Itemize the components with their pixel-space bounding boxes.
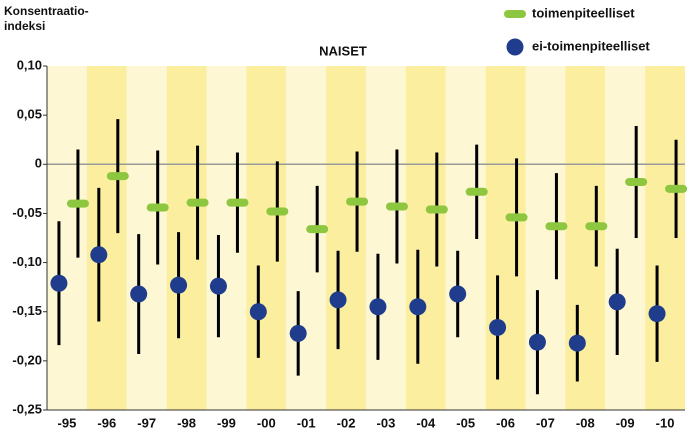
band — [445, 66, 486, 410]
x-tick-label: -99 — [217, 415, 236, 430]
y-tick-label: -0,25 — [12, 401, 42, 416]
point — [409, 298, 427, 316]
band — [405, 66, 446, 410]
x-tick-label: -08 — [576, 415, 595, 430]
point — [209, 277, 227, 295]
y-tick-label: 0,05 — [17, 107, 42, 122]
point — [50, 274, 68, 292]
x-tick-label: -02 — [337, 415, 356, 430]
point — [449, 285, 467, 303]
y-tick-label: -0,20 — [12, 352, 42, 367]
band — [166, 66, 207, 410]
band — [47, 66, 87, 410]
band — [246, 66, 287, 410]
band — [605, 66, 646, 410]
point — [608, 293, 626, 311]
legend-label: ei-toimenpiteelliset — [532, 38, 650, 53]
band — [206, 66, 247, 410]
point — [568, 334, 586, 352]
point — [90, 246, 108, 264]
y-tick-label: 0 — [35, 156, 42, 171]
legend-marker — [506, 38, 524, 56]
x-tick-label: -03 — [377, 415, 396, 430]
band — [565, 66, 606, 410]
point — [289, 324, 307, 342]
point — [369, 298, 387, 316]
band — [126, 66, 167, 410]
x-tick-label: -04 — [416, 415, 436, 430]
band — [366, 66, 406, 410]
x-tick-label: -98 — [177, 415, 196, 430]
point — [130, 285, 148, 303]
band — [286, 66, 327, 410]
band — [525, 66, 566, 410]
point — [489, 318, 507, 336]
y-axis-label: Konsentraatio- indeksi — [4, 4, 89, 33]
x-tick-label: -95 — [58, 415, 77, 430]
legend-label: toimenpiteelliset — [532, 5, 635, 20]
band — [485, 66, 526, 410]
x-tick-label: -97 — [137, 415, 156, 430]
x-tick-label: -10 — [656, 415, 675, 430]
chart-title: NAISET — [319, 43, 367, 58]
x-tick-label: -96 — [97, 415, 116, 430]
x-tick-label: -06 — [496, 415, 515, 430]
band — [326, 66, 366, 410]
band — [645, 66, 685, 410]
point — [249, 303, 267, 321]
point — [648, 305, 666, 323]
x-tick-label: -05 — [456, 415, 475, 430]
band — [86, 66, 127, 410]
x-tick-label: -09 — [616, 415, 635, 430]
point — [170, 276, 188, 294]
y-tick-label: 0,10 — [17, 57, 42, 72]
x-tick-label: -07 — [536, 415, 555, 430]
x-tick-label: -01 — [297, 415, 316, 430]
point — [329, 291, 347, 309]
y-tick-label: -0,10 — [12, 254, 42, 269]
y-tick-label: -0,05 — [12, 205, 42, 220]
x-tick-label: -00 — [257, 415, 276, 430]
point — [528, 333, 546, 351]
y-tick-label: -0,15 — [12, 303, 42, 318]
